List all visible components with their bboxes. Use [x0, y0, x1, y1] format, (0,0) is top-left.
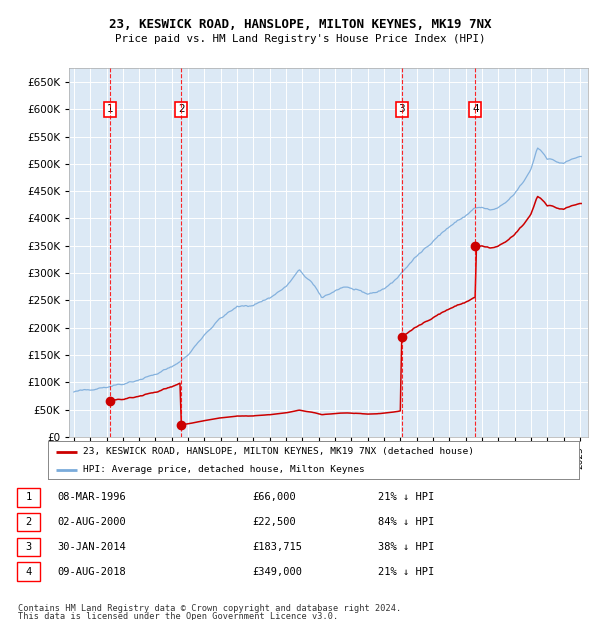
Text: This data is licensed under the Open Government Licence v3.0.: This data is licensed under the Open Gov… [18, 612, 338, 620]
Text: HPI: Average price, detached house, Milton Keynes: HPI: Average price, detached house, Milt… [83, 465, 364, 474]
Text: 23, KESWICK ROAD, HANSLOPE, MILTON KEYNES, MK19 7NX: 23, KESWICK ROAD, HANSLOPE, MILTON KEYNE… [109, 19, 491, 31]
Text: £183,715: £183,715 [252, 542, 302, 552]
Text: 4: 4 [25, 567, 32, 577]
Text: 2: 2 [178, 104, 185, 114]
Text: 4: 4 [472, 104, 479, 114]
Text: 21% ↓ HPI: 21% ↓ HPI [378, 492, 434, 502]
Text: 1: 1 [106, 104, 113, 114]
Text: 08-MAR-1996: 08-MAR-1996 [57, 492, 126, 502]
Text: 23, KESWICK ROAD, HANSLOPE, MILTON KEYNES, MK19 7NX (detached house): 23, KESWICK ROAD, HANSLOPE, MILTON KEYNE… [83, 448, 473, 456]
Text: 2: 2 [25, 517, 32, 527]
Text: 3: 3 [398, 104, 405, 114]
Text: Contains HM Land Registry data © Crown copyright and database right 2024.: Contains HM Land Registry data © Crown c… [18, 604, 401, 613]
Text: £66,000: £66,000 [252, 492, 296, 502]
Text: 30-JAN-2014: 30-JAN-2014 [57, 542, 126, 552]
Text: £22,500: £22,500 [252, 517, 296, 527]
Text: Price paid vs. HM Land Registry's House Price Index (HPI): Price paid vs. HM Land Registry's House … [115, 34, 485, 44]
Text: 1: 1 [25, 492, 32, 502]
Text: 84% ↓ HPI: 84% ↓ HPI [378, 517, 434, 527]
Text: 38% ↓ HPI: 38% ↓ HPI [378, 542, 434, 552]
Text: 02-AUG-2000: 02-AUG-2000 [57, 517, 126, 527]
Text: 09-AUG-2018: 09-AUG-2018 [57, 567, 126, 577]
Text: 3: 3 [25, 542, 32, 552]
Text: 21% ↓ HPI: 21% ↓ HPI [378, 567, 434, 577]
Text: £349,000: £349,000 [252, 567, 302, 577]
